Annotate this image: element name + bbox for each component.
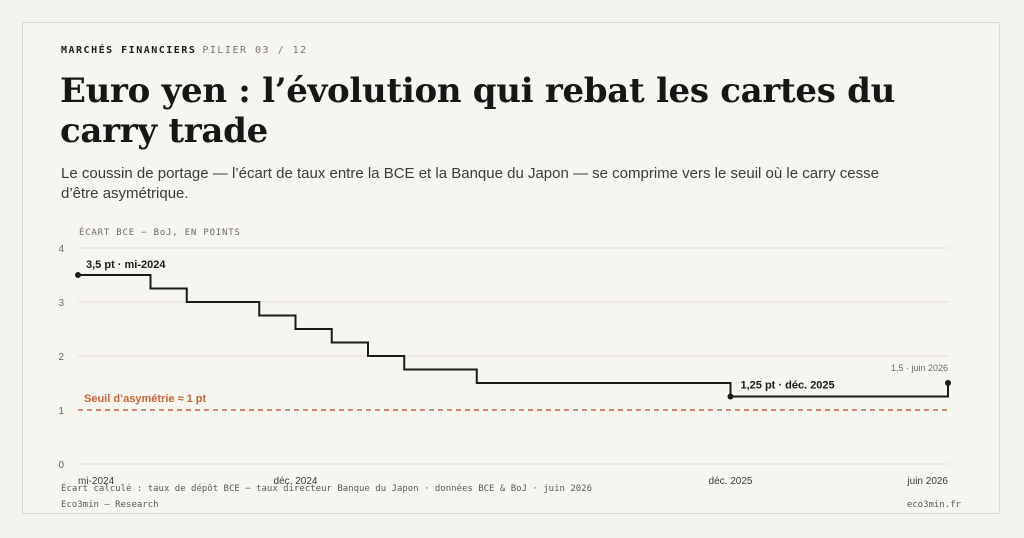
y-tick-label: 0 bbox=[58, 460, 64, 471]
annotation-point bbox=[75, 272, 81, 278]
y-tick-label: 3 bbox=[58, 298, 64, 309]
kicker-pillar: PILIER 03 / 12 bbox=[202, 45, 308, 56]
x-tick-label: déc. 2025 bbox=[709, 476, 753, 487]
page-subtitle: Le coussin de portage — l’écart de taux … bbox=[61, 165, 879, 202]
annotation-point bbox=[945, 380, 951, 386]
chart-card: MARCHÉS FINANCIERS PILIER 03 / 12 Euro ye… bbox=[22, 22, 1000, 514]
y-tick-label: 4 bbox=[58, 244, 64, 255]
series-line bbox=[78, 274, 949, 398]
x-tick-label: déc. 2024 bbox=[274, 476, 318, 487]
y-tick-label: 1 bbox=[58, 406, 64, 417]
kicker-section: MARCHÉS FINANCIERS bbox=[61, 45, 197, 56]
annotation-point bbox=[727, 393, 734, 400]
annotation-label: 1,5 · juin 2026 bbox=[891, 363, 948, 373]
y-axis-label: ÉCART BCE − BoJ, EN POINTS bbox=[79, 228, 241, 238]
x-tick-label: mi-2024 bbox=[78, 476, 115, 487]
x-tick-label: juin 2026 bbox=[906, 476, 948, 487]
brand-name: Eco3min — Research bbox=[61, 500, 159, 510]
threshold-label: Seuil d’asymétrie ≈ 1 pt bbox=[84, 393, 207, 405]
kicker: MARCHÉS FINANCIERS PILIER 03 / 12 bbox=[61, 45, 308, 56]
annotation-label: 1,25 pt · déc. 2025 bbox=[741, 380, 835, 392]
brand-url[interactable]: eco3min.fr bbox=[906, 500, 961, 510]
annotation-label: 3,5 pt · mi-2024 bbox=[86, 259, 166, 271]
y-tick-label: 2 bbox=[58, 352, 64, 363]
source-note: Écart calculé : taux de dépôt BCE − taux… bbox=[61, 484, 593, 494]
page-title: Euro yen : l’évolution qui rebat les car… bbox=[60, 71, 896, 151]
